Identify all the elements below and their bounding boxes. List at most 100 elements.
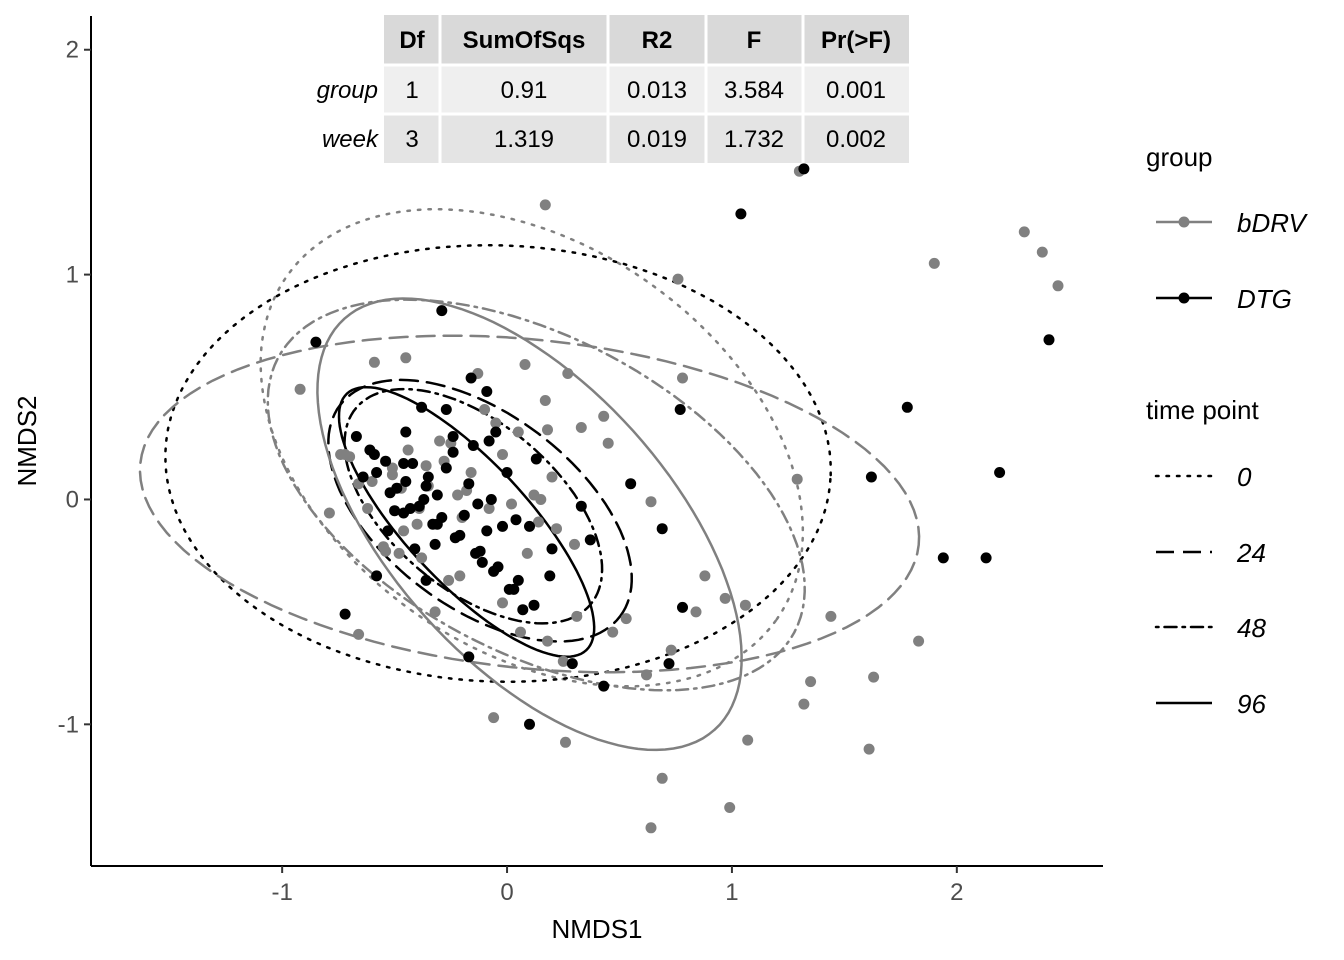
point-dtg — [465, 372, 477, 384]
point-bdrv — [1018, 226, 1030, 238]
table-cell: 0.019 — [627, 126, 687, 153]
point-dtg — [371, 467, 383, 478]
point-bdrv — [497, 597, 508, 609]
point-dtg — [677, 601, 688, 613]
point-bdrv — [323, 507, 335, 519]
point-bdrv — [641, 669, 652, 681]
point-bdrv — [546, 471, 558, 483]
point-dtg — [937, 552, 949, 564]
point-bdrv — [386, 462, 398, 474]
point-layer — [294, 163, 1064, 834]
point-bdrv — [825, 610, 837, 622]
table-header-df: Df — [399, 27, 425, 54]
ellipse-dtg-t24 — [327, 378, 633, 643]
point-bdrv — [665, 644, 677, 656]
x-tick-label: 2 — [950, 879, 963, 906]
x-tick-label: -1 — [271, 879, 292, 906]
point-bdrv — [742, 734, 754, 746]
point-dtg — [524, 520, 535, 532]
point-bdrv — [571, 610, 583, 622]
point-bdrv — [913, 635, 925, 647]
point-bdrv — [519, 359, 531, 370]
point-dtg — [674, 404, 686, 415]
point-dtg — [512, 574, 524, 586]
table-header-p: Pr(>F) — [821, 27, 891, 54]
point-dtg — [497, 520, 508, 532]
point-bdrv — [719, 592, 731, 604]
point-bdrv — [575, 422, 587, 433]
legend-label-time-0: 0 — [1237, 462, 1252, 492]
point-bdrv — [724, 802, 736, 813]
point-bdrv — [868, 671, 880, 683]
point-dtg — [380, 455, 392, 467]
point-dtg — [544, 570, 556, 582]
table-row-name-week: week — [322, 126, 380, 153]
point-dtg — [584, 534, 596, 546]
point-dtg — [440, 404, 452, 415]
table-row-1-bg — [384, 65, 909, 115]
point-dtg — [458, 509, 470, 521]
legend-label-bdrv: bDRV — [1237, 208, 1309, 238]
table-header-sumofsqs: SumOfSqs — [463, 27, 586, 54]
y-ticks: -1 0 1 2 — [58, 37, 91, 738]
point-dtg — [400, 426, 412, 438]
point-bdrv — [512, 426, 524, 438]
axes: -1 0 1 2 -1 0 1 2 NMDS1 NMDS2 — [12, 16, 1103, 944]
point-dtg — [413, 500, 425, 512]
table-cell: 1.732 — [724, 126, 784, 153]
table-row-name-group: group — [317, 77, 378, 104]
point-dtg — [463, 478, 475, 490]
legend-label-time-96: 96 — [1237, 689, 1266, 719]
point-bdrv — [429, 606, 441, 618]
point-dtg — [422, 471, 434, 483]
point-dtg — [483, 435, 495, 447]
ellipse-dtg-t48 — [343, 387, 604, 625]
point-dtg — [407, 458, 419, 469]
point-bdrv — [479, 404, 491, 415]
point-bdrv — [551, 523, 562, 535]
legend-time-title: time point — [1146, 395, 1259, 425]
point-bdrv — [416, 552, 428, 564]
point-bdrv — [400, 352, 412, 364]
point-bdrv — [539, 199, 551, 211]
point-dtg — [440, 462, 452, 474]
point-bdrv — [569, 538, 580, 550]
x-tick-label: 1 — [725, 879, 738, 906]
ellipse-bdrv-t96 — [316, 297, 743, 752]
point-bdrv — [620, 613, 632, 625]
point-bdrv — [672, 273, 684, 285]
point-bdrv — [677, 372, 688, 384]
y-tick-label: 0 — [66, 486, 79, 513]
point-bdrv — [656, 772, 668, 784]
y-axis-title: NMDS2 — [12, 395, 42, 486]
point-dtg — [467, 440, 479, 451]
point-bdrv — [344, 451, 356, 463]
point-bdrv — [607, 626, 619, 638]
point-bdrv — [699, 570, 711, 582]
point-dtg — [663, 658, 675, 670]
point-dtg — [656, 523, 668, 535]
point-dtg — [1043, 334, 1055, 346]
point-dtg — [389, 505, 401, 517]
table-cell: 3.584 — [724, 77, 784, 104]
ellipse-dtg-t96 — [337, 385, 596, 658]
table-cell: 0.002 — [826, 126, 886, 153]
point-dtg — [528, 599, 540, 611]
ellipse-dtg-t0 — [164, 243, 832, 684]
point-bdrv — [497, 449, 508, 460]
point-dtg — [420, 480, 432, 492]
point-dtg — [488, 565, 500, 577]
table-row-2-bg — [384, 115, 909, 163]
point-dtg — [901, 401, 913, 413]
point-dtg — [350, 431, 362, 442]
point-dtg — [447, 446, 459, 458]
point-bdrv — [420, 460, 432, 472]
point-bdrv — [443, 574, 455, 586]
point-bdrv — [598, 410, 610, 422]
point-dtg — [517, 604, 529, 616]
ellipse-bdrv-t24 — [138, 334, 921, 674]
point-dtg — [510, 514, 522, 526]
x-tick-label: 0 — [500, 879, 513, 906]
point-bdrv — [488, 712, 500, 724]
